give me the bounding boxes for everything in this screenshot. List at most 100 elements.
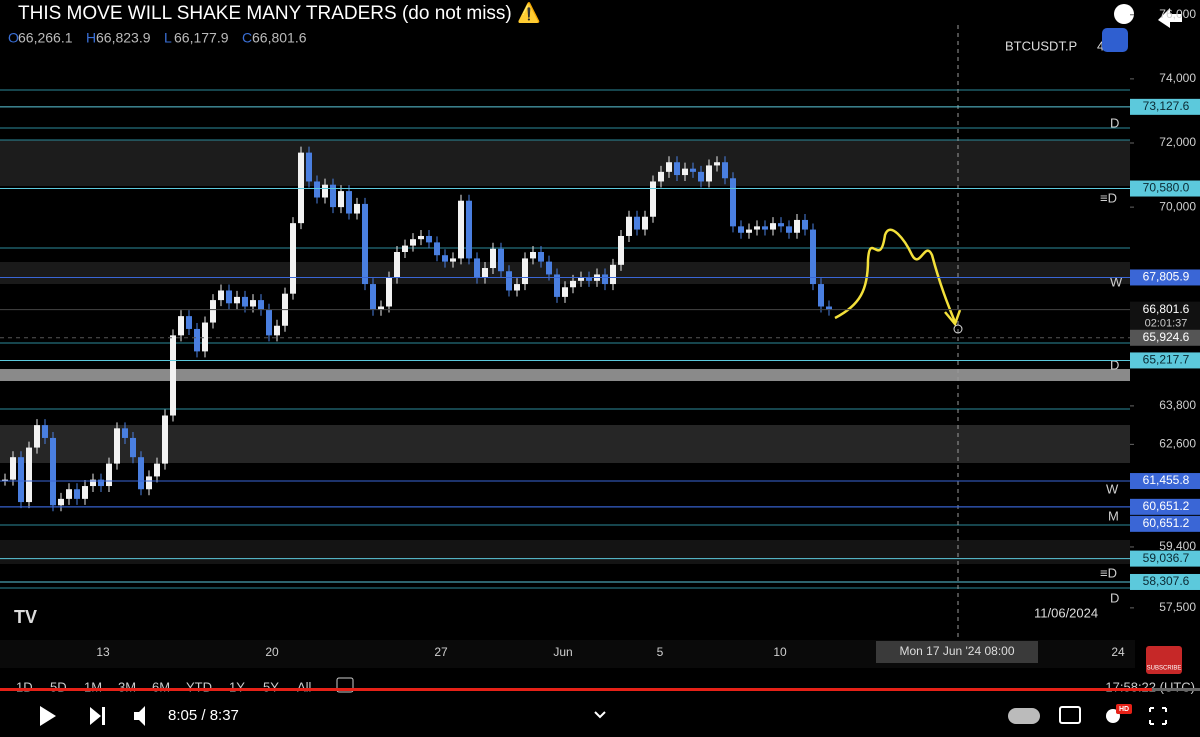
candle xyxy=(602,274,608,285)
candle xyxy=(770,223,776,230)
ohlc-key: O xyxy=(8,30,19,46)
progress-played[interactable] xyxy=(0,688,1152,691)
range-button[interactable]: 5D xyxy=(50,679,67,694)
price-tag-label: 70,580.0 xyxy=(1143,181,1190,195)
candle xyxy=(810,229,816,285)
price-label: 76,000 xyxy=(1159,7,1196,21)
hd-label: HD xyxy=(1119,706,1129,713)
candle xyxy=(730,178,736,227)
candle xyxy=(114,428,120,464)
range-button[interactable]: 1M xyxy=(84,679,102,694)
candle xyxy=(538,252,544,262)
candle xyxy=(690,168,696,172)
range-button[interactable]: 3M xyxy=(118,679,136,694)
candle xyxy=(338,191,344,208)
subscribe-button[interactable] xyxy=(1146,646,1182,674)
date-tick: 20 xyxy=(265,645,279,659)
candle xyxy=(450,258,456,262)
price-label: 70,000 xyxy=(1159,199,1196,213)
candle xyxy=(162,415,168,464)
crosshair-time-box xyxy=(876,641,1038,663)
chapter-chevron[interactable] xyxy=(594,711,606,719)
candle xyxy=(2,479,8,482)
play-button[interactable] xyxy=(40,706,56,726)
price-tag-label: 65,924.6 xyxy=(1143,330,1190,344)
candle xyxy=(522,258,528,285)
ohlc-value: 66,177.9 xyxy=(174,30,229,46)
candle xyxy=(218,290,224,301)
marker: D xyxy=(1110,590,1119,605)
range-button[interactable]: 1D xyxy=(16,679,33,694)
candle xyxy=(362,203,368,285)
candle xyxy=(466,200,472,259)
price-tag xyxy=(1130,98,1200,115)
share-icon[interactable] xyxy=(1158,8,1182,28)
volume-button[interactable] xyxy=(134,706,145,726)
candle xyxy=(682,168,688,176)
candle xyxy=(90,479,96,487)
candle xyxy=(514,284,520,291)
price-tag-label: 65,217.7 xyxy=(1143,353,1190,367)
candle xyxy=(666,162,672,172)
price-tag xyxy=(1130,352,1200,369)
date-tick: Jun xyxy=(553,645,572,659)
marker: ≡D xyxy=(1100,190,1117,205)
ohlc-key: C xyxy=(242,30,252,46)
price-tag xyxy=(1130,573,1200,590)
marker: ≡D xyxy=(1100,565,1117,580)
sync-button[interactable] xyxy=(1102,28,1128,52)
ohlc-value: 66,823.9 xyxy=(96,30,151,46)
video-time: 8:05 / 8:37 xyxy=(168,707,239,724)
candle xyxy=(722,162,728,179)
date-labels: 13 20 27 Jun 5 10 24 xyxy=(96,645,1125,659)
candle xyxy=(266,309,272,336)
fullscreen-button[interactable] xyxy=(1149,707,1167,725)
candle xyxy=(130,437,136,458)
range-button[interactable]: 1Y xyxy=(229,679,245,694)
crosshair-dot xyxy=(953,324,963,334)
watch-later-icon[interactable] xyxy=(1114,4,1134,24)
arrowhead xyxy=(944,309,962,327)
ohlc-key: H xyxy=(86,30,96,46)
candle xyxy=(442,255,448,262)
captions-button[interactable] xyxy=(1059,706,1081,724)
price-tag xyxy=(1130,473,1200,490)
range-button[interactable]: 5Y xyxy=(263,679,279,694)
candle xyxy=(634,216,640,230)
candle xyxy=(554,274,560,297)
candle xyxy=(234,296,240,304)
subscribe-label: SUBSCRIBE xyxy=(1147,666,1182,672)
drawing xyxy=(834,228,957,323)
candle xyxy=(170,335,176,416)
price-tag xyxy=(1130,515,1200,532)
price-tag-label: 59,036.7 xyxy=(1143,551,1190,565)
candle xyxy=(586,277,592,281)
autoplay-toggle[interactable] xyxy=(1008,708,1040,724)
candle xyxy=(18,457,24,503)
range-button[interactable]: 6M xyxy=(152,679,170,694)
candle xyxy=(314,181,320,198)
candle xyxy=(66,489,72,499)
candle xyxy=(258,300,264,310)
candle xyxy=(370,284,376,310)
candle xyxy=(754,226,760,230)
symbol-suffix: 4 xyxy=(1097,38,1104,53)
range-button[interactable]: All xyxy=(297,679,312,694)
range-button[interactable]: YTD xyxy=(186,679,212,694)
candle xyxy=(50,437,56,506)
countdown: 02:01:37 xyxy=(1145,318,1188,330)
candle xyxy=(42,425,48,438)
candle xyxy=(154,463,160,477)
date-tick: 24 xyxy=(1111,645,1125,659)
ohlc-key: L xyxy=(164,30,172,46)
date-tick: 10 xyxy=(773,645,787,659)
calendar-icon[interactable] xyxy=(336,677,354,693)
candle xyxy=(490,248,496,269)
next-button[interactable] xyxy=(90,707,105,725)
candle xyxy=(794,219,800,233)
candle xyxy=(642,216,648,230)
candle xyxy=(122,428,128,438)
candle xyxy=(146,476,152,490)
candle xyxy=(714,162,720,166)
